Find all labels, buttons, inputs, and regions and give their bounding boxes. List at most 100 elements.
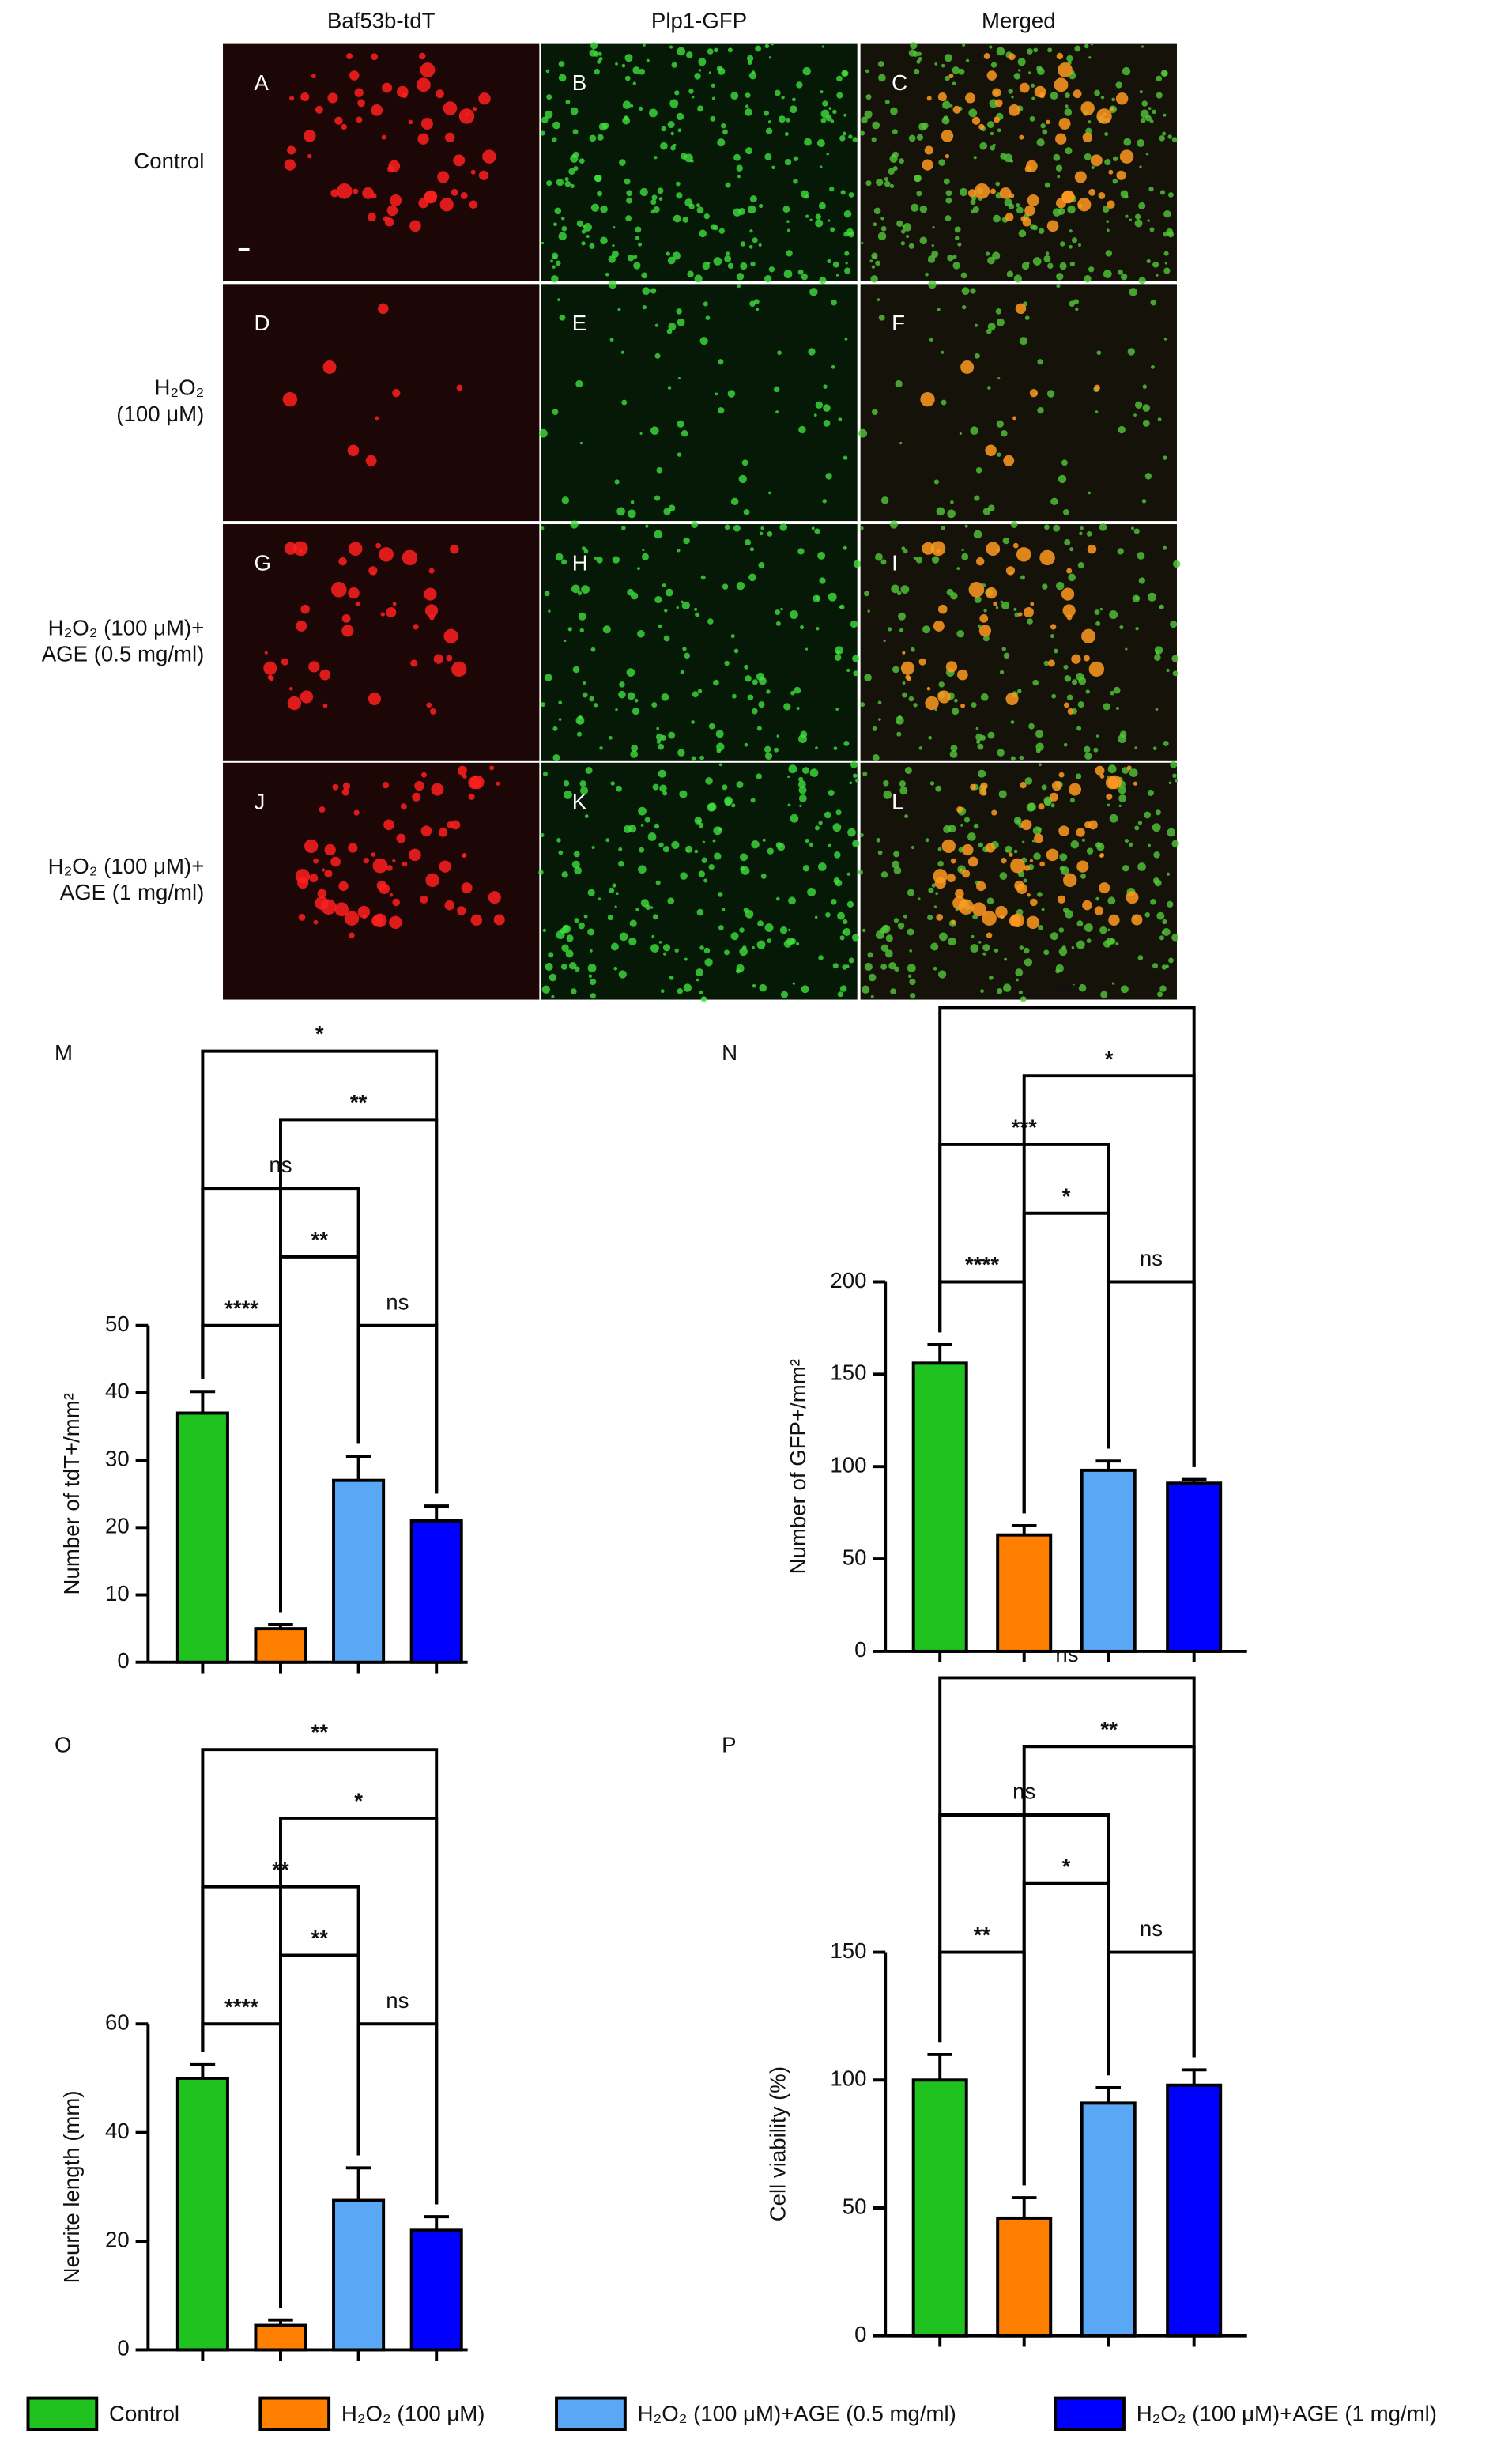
cell-dot [962, 843, 974, 856]
cell-dot [1106, 937, 1114, 945]
cell-dot [1131, 914, 1143, 926]
cell-dot [977, 743, 984, 750]
cell-dot [1024, 777, 1033, 785]
cell-dot [619, 681, 625, 688]
cell-dot [1059, 853, 1068, 862]
cell-dot [952, 255, 957, 259]
cell-dot [607, 915, 614, 921]
cell-dot [829, 187, 835, 192]
cell-dot [1126, 765, 1132, 771]
cell-dot [376, 880, 387, 891]
cell-dot [552, 252, 559, 259]
significance-label: * [315, 1021, 324, 1046]
cell-dot [852, 137, 858, 142]
cell-dot [846, 668, 850, 673]
cell-dot [652, 783, 659, 791]
y-tick-label: 150 [830, 1938, 866, 1963]
cell-dot [1066, 568, 1073, 574]
cell-dot [864, 674, 872, 681]
cell-dot [865, 94, 872, 100]
cell-dot [631, 592, 639, 600]
cell-dot [564, 176, 569, 182]
cell-dot [775, 410, 779, 414]
cell-dot [1103, 270, 1112, 278]
cell-dot [1058, 62, 1073, 77]
cell-dot [801, 985, 809, 994]
cell-dot [1142, 384, 1148, 389]
cell-dot [420, 117, 433, 130]
cell-dot [662, 846, 670, 853]
cell-dot [540, 526, 545, 530]
cell-dot [414, 780, 424, 791]
cell-dot [581, 546, 586, 551]
cell-dot [764, 752, 773, 760]
cell-dot [468, 776, 481, 790]
cell-dot [1035, 742, 1044, 751]
cell-dot [708, 723, 715, 730]
cell-dot [919, 236, 928, 245]
cell-dot [1116, 170, 1126, 180]
cell-dot [985, 843, 996, 853]
cell-dot [974, 495, 980, 501]
cell-dot [1029, 859, 1034, 862]
cell-dot [794, 686, 801, 694]
cell-dot [855, 778, 859, 783]
cell-dot [987, 256, 995, 265]
cell-dot [1054, 77, 1069, 92]
cell-dot [833, 746, 838, 751]
cell-dot [906, 234, 910, 238]
cell-dot [635, 236, 640, 240]
cell-dot [282, 391, 298, 407]
cell-dot [985, 444, 997, 457]
cell-dot [478, 170, 488, 180]
panel-letter: C [892, 70, 907, 95]
cell-dot [937, 860, 944, 867]
cell-dot [676, 308, 682, 315]
cell-dot [1107, 928, 1110, 932]
cell-dot [1052, 208, 1061, 217]
micrograph: D [223, 284, 540, 522]
cell-dot [737, 175, 741, 179]
cell-dot [654, 595, 662, 604]
cell-dot [739, 947, 748, 957]
cell-dot [671, 62, 677, 68]
legend-label: Control [109, 2402, 179, 2426]
cell-dot [1057, 895, 1066, 904]
cell-dot [541, 116, 549, 123]
cell-dot [745, 108, 752, 116]
cell-dot [315, 896, 329, 910]
cell-dot [718, 359, 724, 365]
cell-dot [546, 94, 552, 100]
cell-dot [1012, 542, 1019, 549]
cell-dot [936, 914, 944, 921]
cell-dot [1040, 123, 1046, 129]
cell-dot [1137, 551, 1145, 560]
cell-dot [749, 195, 757, 203]
cell-dot [561, 944, 569, 952]
cell-dot [878, 718, 881, 721]
cell-dot [1058, 947, 1068, 957]
cell-dot [853, 560, 862, 568]
cell-dot [917, 51, 922, 56]
cell-dot [724, 660, 730, 666]
cell-dot [701, 857, 707, 863]
panel-letter: O [55, 1733, 71, 1757]
cell-dot [941, 839, 956, 854]
cell-dot [412, 792, 421, 802]
cell-dot [952, 105, 961, 114]
cell-dot [619, 159, 626, 166]
cell-dot [842, 964, 847, 970]
cell-dot [311, 74, 316, 79]
significance-bracket [201, 1049, 439, 1494]
cell-dot [995, 606, 999, 609]
cell-dot [952, 81, 956, 85]
cell-dot [707, 802, 716, 812]
cell-dot [994, 99, 1003, 108]
cell-dot [718, 406, 725, 414]
cell-dot [548, 952, 554, 958]
cell-dot [1047, 659, 1055, 667]
cell-dot [926, 96, 932, 101]
cell-dot [957, 242, 962, 247]
cell-dot [381, 134, 386, 140]
bar [1080, 2101, 1137, 2338]
